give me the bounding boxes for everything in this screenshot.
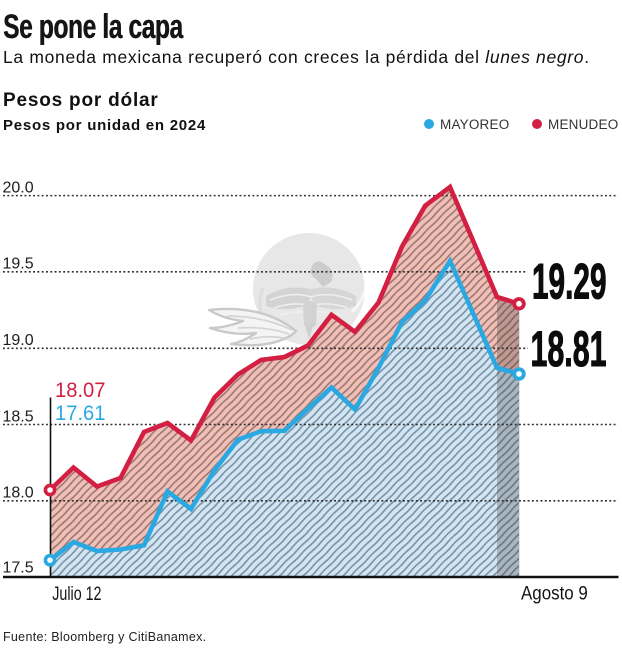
svg-text:Julio 12: Julio 12 (52, 583, 101, 605)
svg-text:Agosto 9: Agosto 9 (521, 583, 588, 605)
svg-text:18.81: 18.81 (531, 321, 607, 377)
svg-text:19.5: 19.5 (3, 256, 34, 273)
svg-text:19.29: 19.29 (532, 254, 607, 310)
svg-text:20.0: 20.0 (3, 180, 34, 197)
svg-text:Fuente: Bloomberg y CitiBaname: Fuente: Bloomberg y CitiBanamex. (3, 630, 206, 644)
svg-text:17.5: 17.5 (3, 560, 34, 577)
svg-text:18.07: 18.07 (55, 378, 106, 402)
svg-text:18.5: 18.5 (3, 408, 34, 425)
svg-text:18.0: 18.0 (3, 485, 34, 502)
svg-text:17.61: 17.61 (55, 401, 106, 425)
svg-text:19.0: 19.0 (3, 332, 34, 349)
